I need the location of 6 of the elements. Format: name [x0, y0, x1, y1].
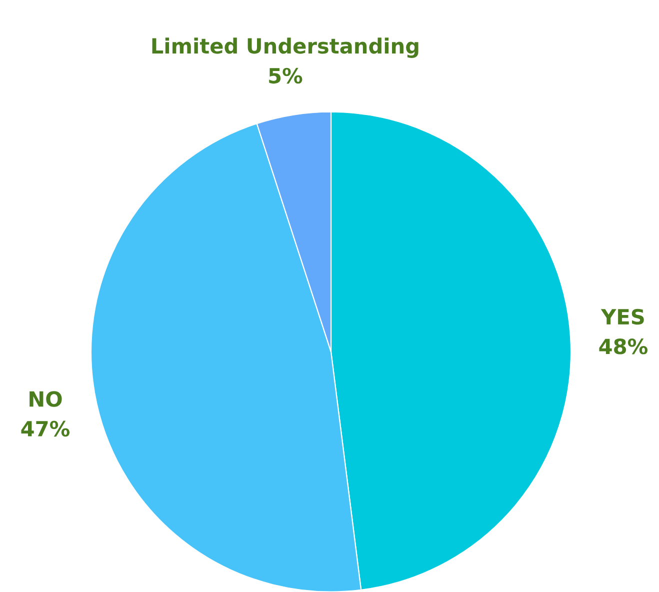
data-label: 48%	[599, 338, 648, 354]
slice-label: YES	[600, 308, 644, 325]
data-label: 5%	[269, 68, 302, 84]
data-label: 47%	[21, 420, 70, 437]
slice-label: Limited Understanding	[152, 38, 418, 58]
slice-label: NO	[30, 391, 62, 407]
